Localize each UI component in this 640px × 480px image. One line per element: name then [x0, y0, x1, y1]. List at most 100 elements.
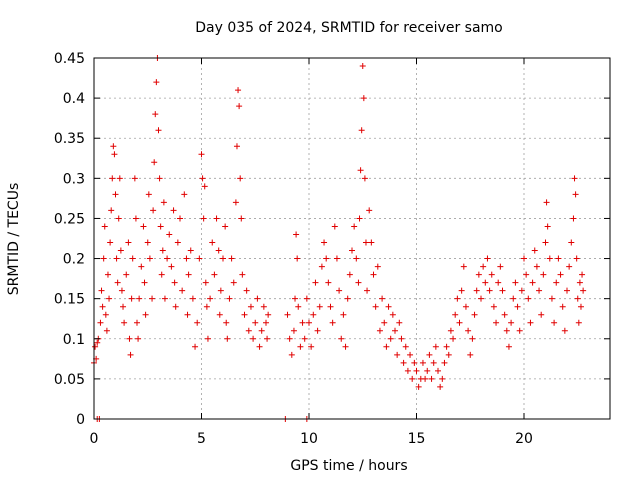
data-point-marker: [215, 247, 222, 254]
data-point-marker: [184, 311, 191, 318]
data-point-marker: [538, 311, 545, 318]
data-point-marker: [424, 367, 431, 374]
data-point-marker: [536, 287, 543, 294]
data-point-marker: [306, 319, 312, 326]
data-point-marker: [499, 287, 506, 294]
data-point-marker: [238, 215, 245, 222]
data-point-marker: [514, 303, 521, 310]
data-point-marker: [92, 343, 99, 350]
data-point-marker: [482, 279, 489, 286]
x-tick-label: 0: [90, 431, 99, 447]
data-point-marker: [323, 255, 330, 262]
data-point-marker: [260, 303, 267, 310]
data-point-marker: [136, 295, 143, 302]
data-point-marker: [168, 263, 175, 270]
data-point-marker: [294, 255, 301, 262]
data-point-marker: [383, 343, 390, 350]
x-tick-label: 20: [515, 431, 533, 447]
data-point-marker: [564, 287, 570, 294]
data-point-marker: [396, 319, 403, 326]
data-point-marker: [389, 311, 396, 318]
data-point-marker: [103, 327, 110, 334]
data-point-marker: [460, 263, 467, 270]
data-point-marker: [120, 303, 127, 310]
data-point-marker: [361, 175, 368, 182]
data-point-marker: [239, 271, 246, 278]
data-point-marker: [488, 271, 495, 278]
data-point-marker: [360, 95, 367, 102]
data-point-marker: [518, 287, 525, 294]
data-point-marker: [546, 255, 553, 262]
y-tick-labels: 0 0.05 0.1 0.15 0.2 0.25 0.3 0.35 0.4 0.45: [54, 51, 85, 428]
data-point-marker: [439, 375, 446, 382]
data-point-marker: [525, 295, 532, 302]
data-point-marker: [108, 207, 115, 214]
data-point-marker: [233, 143, 240, 150]
data-point-marker: [209, 239, 216, 246]
data-point-marker: [126, 335, 133, 342]
data-point-marker: [362, 239, 369, 246]
data-point-marker: [104, 271, 111, 278]
data-point-marker: [284, 311, 291, 318]
x-tick-labels: 0 5 10 15 20: [90, 431, 533, 447]
data-point-marker: [247, 303, 254, 310]
data-point-marker: [245, 327, 252, 334]
data-point-marker: [555, 255, 562, 262]
data-point-marker: [243, 287, 250, 294]
x-axis-label: GPS time / hours: [290, 458, 407, 474]
data-point-marker: [217, 287, 224, 294]
plot-frame: [93, 57, 611, 420]
data-point-marker: [125, 239, 132, 246]
data-point-marker: [150, 207, 157, 214]
data-point-marker: [447, 327, 454, 334]
data-point-marker: [258, 327, 265, 334]
x-tick-label: 15: [408, 431, 426, 447]
data-point-marker: [172, 303, 179, 310]
data-point-marker: [224, 335, 231, 342]
data-point-marker: [342, 343, 349, 350]
data-point-marker: [174, 239, 181, 246]
data-point-marker: [250, 335, 257, 342]
data-point-marker: [199, 175, 206, 182]
data-point-marker: [402, 343, 409, 350]
data-point-marker: [185, 271, 192, 278]
data-point-marker: [101, 223, 108, 230]
chart-title: Day 035 of 2024, SRMTID for receiver sam…: [195, 20, 503, 36]
data-point-marker: [368, 239, 375, 246]
data-point-marker: [157, 223, 164, 230]
data-point-marker: [223, 319, 230, 326]
data-point-marker: [310, 311, 317, 318]
data-point-marker: [153, 79, 160, 86]
data-point-marker: [297, 343, 304, 350]
data-point-marker: [486, 287, 493, 294]
y-tick-label: 0.3: [63, 171, 85, 187]
data-point-marker: [392, 327, 398, 334]
data-point-marker: [194, 319, 201, 326]
data-point-marker: [465, 327, 472, 334]
data-point-marker: [146, 255, 153, 262]
data-point-marker: [346, 271, 353, 278]
data-point-marker: [295, 303, 302, 310]
data-point-marker: [129, 255, 136, 262]
data-point-marker: [128, 295, 135, 302]
data-point-marker: [171, 279, 178, 286]
data-point-marker: [177, 215, 183, 222]
y-tick-label: 0.35: [54, 131, 85, 147]
data-point-marker: [340, 311, 347, 318]
data-point-marker: [379, 295, 386, 302]
data-point-marker: [575, 319, 582, 326]
data-point-marker: [134, 319, 140, 326]
data-point-marker: [316, 303, 323, 310]
data-point-marker: [211, 271, 218, 278]
data-point-marker: [132, 215, 139, 222]
data-point-marker: [471, 311, 478, 318]
data-point-marker: [495, 279, 502, 286]
data-point-marker: [398, 335, 405, 342]
grid-lines: [94, 57, 610, 419]
data-point-marker: [117, 247, 124, 254]
data-point-marker: [200, 215, 207, 222]
data-point-marker: [523, 271, 530, 278]
data-point-marker: [400, 359, 407, 366]
data-point-marker: [312, 279, 319, 286]
